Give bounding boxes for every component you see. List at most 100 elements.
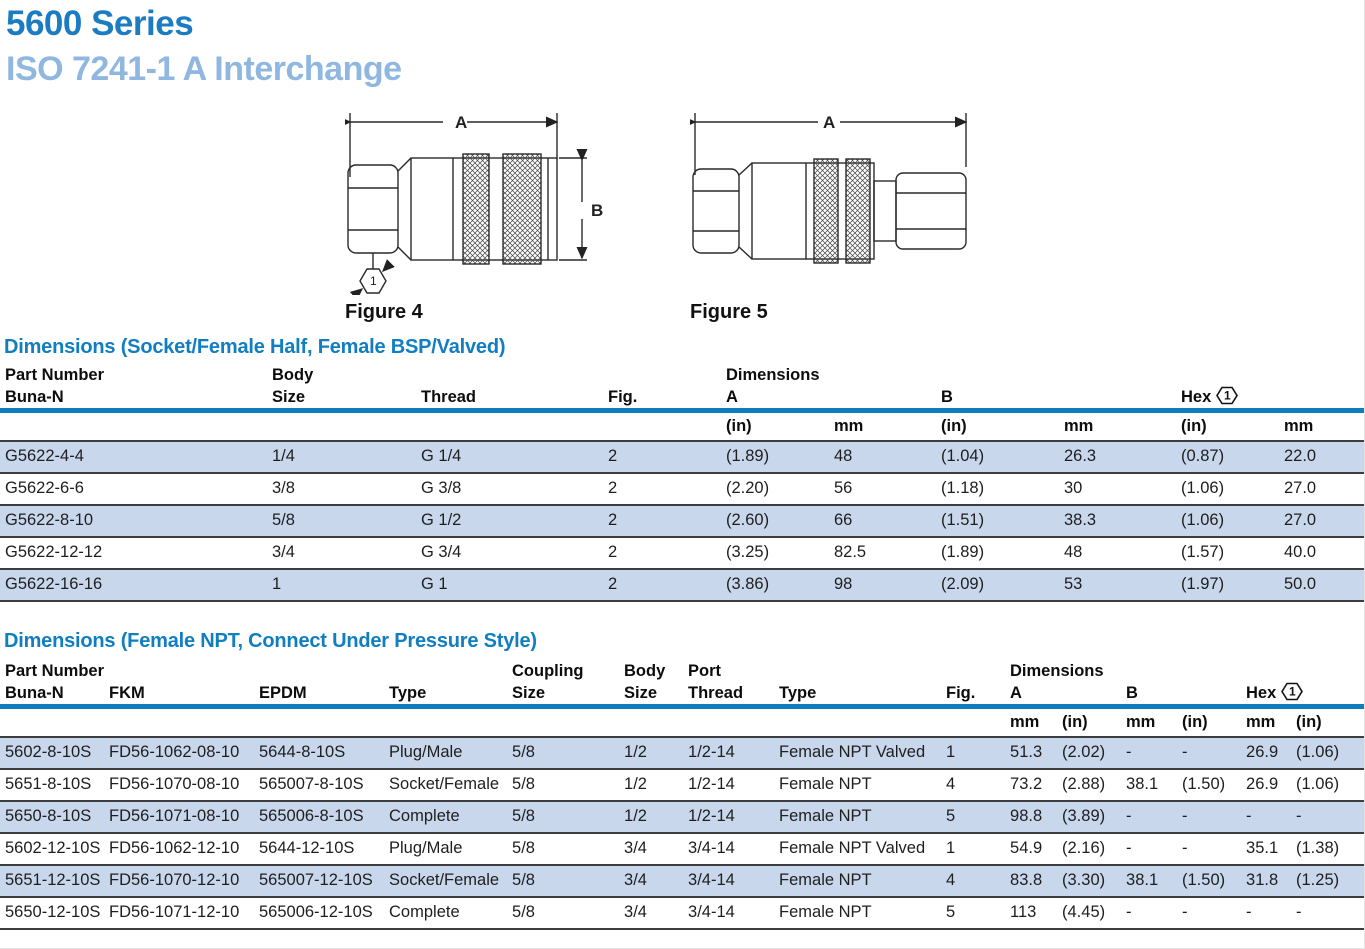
unit-hex-mm: mm [1246,712,1276,731]
col-hex: Hex 1 [1181,386,1364,414]
table-cell: (0.87) [1181,447,1225,466]
table-cell: 565007-12-10S [259,871,373,890]
table-cell: (1.06) [1296,743,1340,762]
table-cell: Female NPT [779,775,872,794]
table-row: 5651-12-10S FD56-1070-12-10 565007-12-10S S… [0,864,1364,897]
col-body: Body [624,661,666,680]
table-cell: - [1182,743,1188,762]
table-cell: 1/2 [624,775,647,794]
table-cell: 56 [834,479,853,498]
table-cell: G5622-12-12 [5,543,103,562]
table-cell: 30 [1064,479,1083,498]
table-cell: 3/4 [624,839,647,858]
table-cell: 3/4 [624,903,647,922]
col-part-number: Part Number [5,365,105,384]
table-cell: 26.9 [1246,743,1279,762]
page-title: 5600 Series [6,4,194,43]
table-cell: 48 [1064,543,1083,562]
table-cell: (4.45) [1062,903,1106,922]
header-row-2: Buna-N FKM EPDM Type Size Size Thread Ty… [0,682,1364,710]
table-cell: 5650-12-10S [5,903,101,922]
table-cell: (2.09) [941,575,985,594]
table-cell: (3.25) [726,543,770,562]
table-cell: 1/4 [272,447,295,466]
table-cell: 53 [1064,575,1083,594]
unit-hex-mm: mm [1284,416,1314,435]
table-cell: 48 [834,447,853,466]
header-row-1: Part Number Coupling Body Port Dimension… [0,660,1364,682]
figure-4-caption: Figure 4 [345,301,423,323]
table-cell: Plug/Male [389,839,463,858]
table-cell: (1.04) [941,447,985,466]
table-row: 5602-12-10S FD56-1062-12-10 5644-12-10S Plu… [0,832,1364,865]
table-cell: - [1182,903,1188,922]
table-cell: (3.30) [1062,871,1106,890]
table-cell: 4 [946,775,956,794]
table-cell: 5/8 [512,903,535,922]
table-cell: (2.88) [1062,775,1106,794]
table-cell: (1.25) [1296,871,1340,890]
col-hex: Hex 1 [1246,682,1364,710]
table-cell: 5650-8-10S [5,807,92,826]
table-cell: 5644-8-10S [259,743,346,762]
table-row: G5622-6-6 3/8 G 3/8 2 (2.20) 56 (1.18) 30 (1.06)… [0,472,1364,505]
col-dim-b: B [1126,682,1247,710]
col-fkm: FKM [109,682,259,710]
col-fig: Fig. [946,682,1011,710]
table-cell: (3.89) [1062,807,1106,826]
table-cell: FD56-1070-12-10 [109,871,240,890]
title-block: 5600 Series ISO 7241-1 A Interchange [6,0,402,93]
bsp-dimensions-table: Part Number Body Dimensions Buna-N Size … [0,364,1364,602]
col-coupling-size: Size [512,682,625,710]
table-cell: - [1126,839,1132,858]
table-cell: 27.0 [1284,479,1317,498]
table-cell: 38.1 [1126,871,1159,890]
table-cell: 54.9 [1010,839,1043,858]
table-cell: FD56-1062-08-10 [109,743,240,762]
table-cell: G 1/2 [421,511,462,530]
table-cell: - [1182,839,1188,858]
table-cell: 5/8 [512,743,535,762]
table-cell: 1/2 [624,743,647,762]
table-cell: - [1182,807,1188,826]
col-dim-b: B [941,386,1181,414]
table-cell: FD56-1070-08-10 [109,775,240,794]
table-cell: G5622-16-16 [5,575,103,594]
table-row: 5602-8-10S FD56-1062-08-10 5644-8-10S Plug/… [0,736,1364,769]
table-cell: 98 [834,575,853,594]
table-cell: FD56-1071-08-10 [109,807,240,826]
figure-5: A Figure 5 [690,103,980,324]
section-title-bsp: Dimensions (Socket/Female Half, Female B… [4,336,506,358]
table-cell: G5622-8-10 [5,511,94,530]
table-cell: Socket/Female [389,775,500,794]
dim-label-b: B [591,201,603,220]
table-cell: (3.86) [726,575,770,594]
figure-4: A B 1 Figure 4 [345,103,617,324]
figure-5-caption: Figure 5 [690,301,768,323]
table-cell: 3/4 [272,543,295,562]
table-cell: (1.06) [1181,479,1225,498]
table-cell: Socket/Female [389,871,500,890]
col-buna-n: Buna-N [0,386,272,414]
svg-text:1: 1 [1289,685,1296,699]
table-cell: G 1/4 [421,447,462,466]
table-cell: 113 [1010,903,1037,922]
table-cell: G5622-6-6 [5,479,84,498]
table-cell: (2.60) [726,511,770,530]
table-cell: 5/8 [272,511,295,530]
table-cell: (1.38) [1296,839,1340,858]
col-coupling: Coupling [512,661,584,680]
unit-b-mm: mm [1064,416,1094,435]
table-cell: 1/2-14 [688,775,735,794]
col-epdm: EPDM [259,682,390,710]
table-cell: 38.1 [1126,775,1159,794]
table-cell: 40.0 [1284,543,1317,562]
unit-a-mm: mm [1010,712,1040,731]
table-cell: (2.16) [1062,839,1106,858]
table-cell: Female NPT Valved [779,743,926,762]
table-cell: 1 [946,743,956,762]
table-cell: 5 [946,903,956,922]
table-cell: 3/4-14 [688,839,735,858]
table-cell: (2.20) [726,479,770,498]
